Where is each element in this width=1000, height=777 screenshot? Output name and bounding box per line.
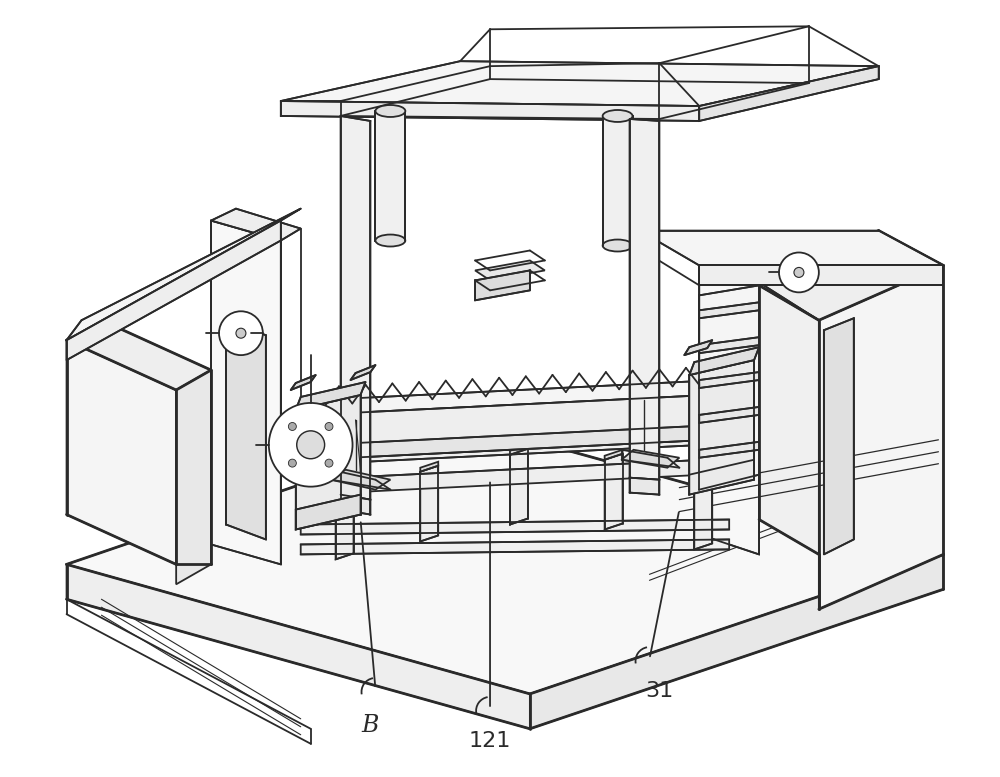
Polygon shape [176, 370, 211, 584]
Polygon shape [336, 483, 354, 559]
Polygon shape [306, 460, 704, 495]
Polygon shape [341, 495, 370, 514]
Polygon shape [475, 270, 530, 301]
Text: 31: 31 [645, 681, 674, 701]
Polygon shape [67, 221, 281, 360]
Polygon shape [699, 372, 759, 388]
Polygon shape [67, 340, 176, 564]
Polygon shape [311, 380, 719, 415]
Polygon shape [639, 231, 943, 266]
Polygon shape [296, 395, 361, 529]
Polygon shape [819, 266, 943, 609]
Polygon shape [689, 360, 754, 495]
Polygon shape [351, 365, 375, 380]
Polygon shape [341, 116, 370, 500]
Polygon shape [622, 450, 679, 468]
Ellipse shape [375, 105, 405, 117]
Circle shape [325, 423, 333, 430]
Polygon shape [699, 407, 759, 423]
Polygon shape [824, 319, 854, 555]
Polygon shape [67, 320, 211, 390]
Polygon shape [689, 347, 759, 375]
Ellipse shape [375, 235, 405, 246]
Polygon shape [759, 231, 943, 320]
Circle shape [219, 312, 263, 355]
Polygon shape [296, 495, 361, 529]
Circle shape [794, 267, 804, 277]
Polygon shape [291, 375, 316, 390]
Polygon shape [420, 465, 438, 542]
Polygon shape [759, 285, 819, 555]
Polygon shape [699, 266, 759, 555]
Polygon shape [306, 430, 714, 465]
Polygon shape [281, 101, 699, 121]
Polygon shape [67, 425, 943, 694]
Polygon shape [331, 470, 390, 490]
Polygon shape [694, 474, 712, 549]
Polygon shape [605, 454, 623, 529]
Polygon shape [699, 249, 819, 320]
Circle shape [236, 328, 246, 338]
Polygon shape [67, 209, 301, 340]
Polygon shape [510, 449, 528, 524]
Polygon shape [603, 116, 633, 246]
Text: 121: 121 [469, 731, 511, 751]
Polygon shape [301, 520, 729, 535]
Circle shape [288, 459, 296, 467]
Polygon shape [699, 266, 943, 285]
Polygon shape [281, 61, 879, 106]
Polygon shape [336, 479, 354, 490]
Ellipse shape [603, 239, 633, 252]
Circle shape [269, 403, 353, 486]
Polygon shape [311, 395, 709, 460]
Polygon shape [211, 209, 301, 241]
Polygon shape [301, 539, 729, 555]
Circle shape [779, 253, 819, 292]
Polygon shape [699, 285, 759, 490]
Polygon shape [699, 442, 759, 458]
Polygon shape [694, 470, 712, 479]
Polygon shape [605, 450, 623, 460]
Polygon shape [67, 564, 530, 729]
Polygon shape [226, 320, 266, 539]
Polygon shape [420, 462, 438, 472]
Ellipse shape [603, 110, 633, 122]
Polygon shape [699, 66, 879, 121]
Circle shape [288, 423, 296, 430]
Polygon shape [684, 340, 712, 355]
Text: B: B [362, 714, 379, 737]
Polygon shape [699, 302, 759, 319]
Polygon shape [475, 260, 545, 280]
Polygon shape [311, 425, 719, 460]
Polygon shape [211, 221, 281, 564]
Polygon shape [530, 555, 943, 729]
Polygon shape [375, 111, 405, 241]
Polygon shape [699, 337, 759, 353]
Polygon shape [296, 382, 365, 410]
Polygon shape [630, 119, 659, 479]
Circle shape [297, 431, 325, 458]
Circle shape [325, 459, 333, 467]
Polygon shape [510, 444, 528, 455]
Polygon shape [630, 478, 659, 495]
